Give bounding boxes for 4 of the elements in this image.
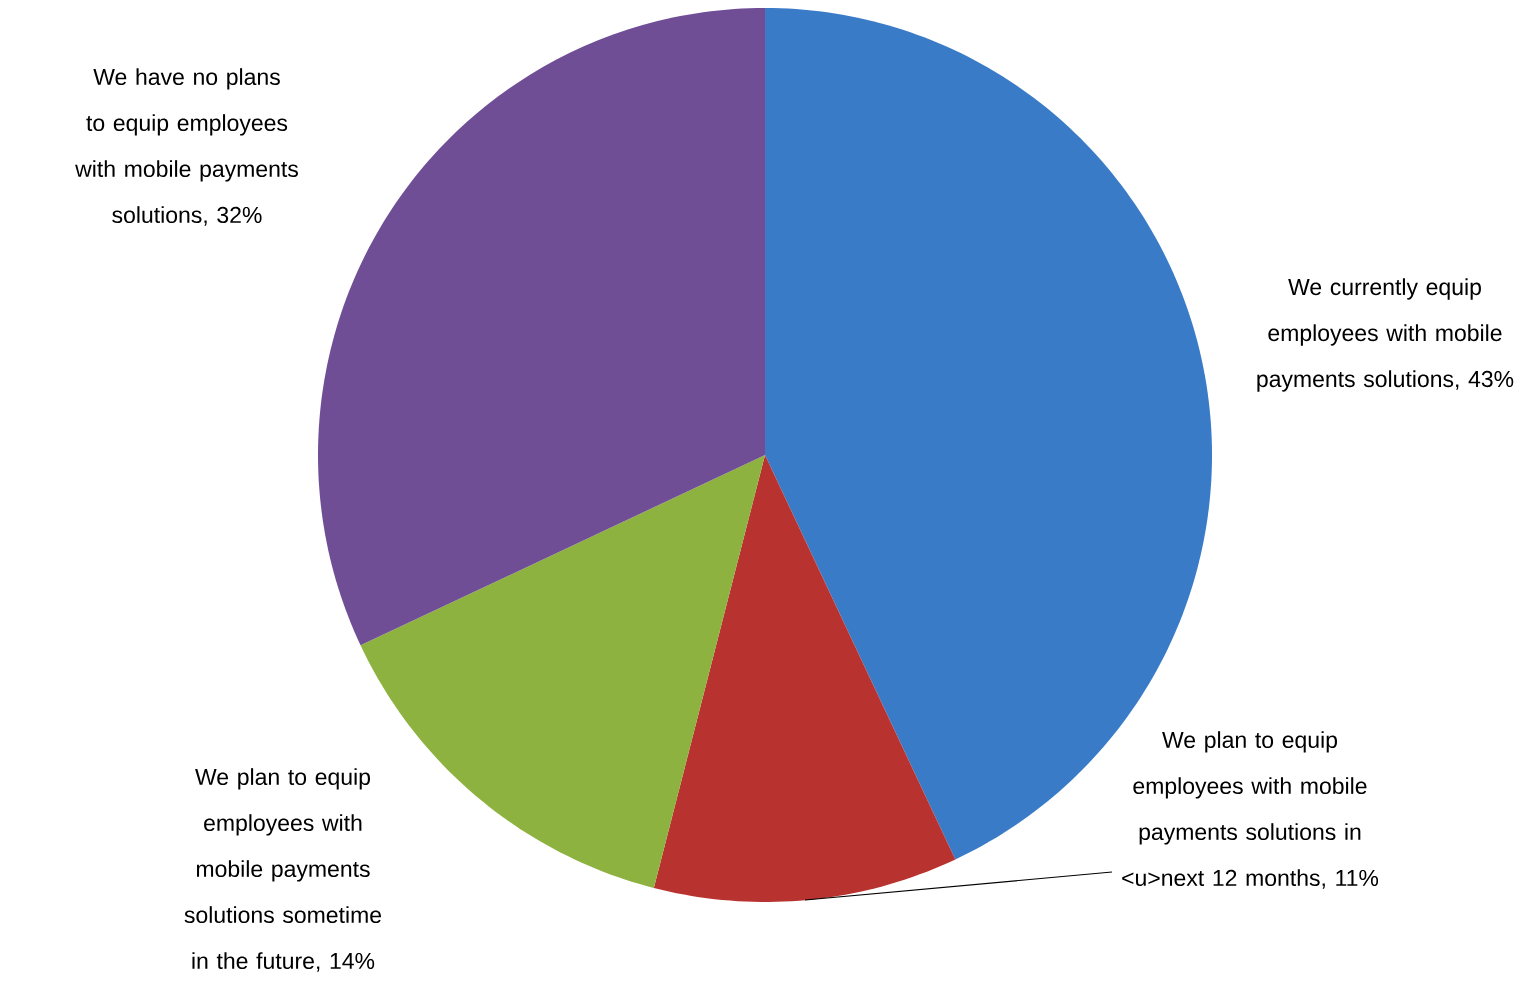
category-label: We plan to equip employees with mobile payments solutions sometime in the future, 14% bbox=[184, 768, 382, 972]
slice-label: We plan to equip employees with mobile payments solutions in <u>next 12 months, 11% bbox=[1122, 731, 1379, 889]
slice-label: We have no plans to equip employees with mobile payments solutions, 32% bbox=[75, 68, 298, 226]
slice-label: We currently equip employees with mobile payments solutions, 43% bbox=[1257, 278, 1514, 392]
